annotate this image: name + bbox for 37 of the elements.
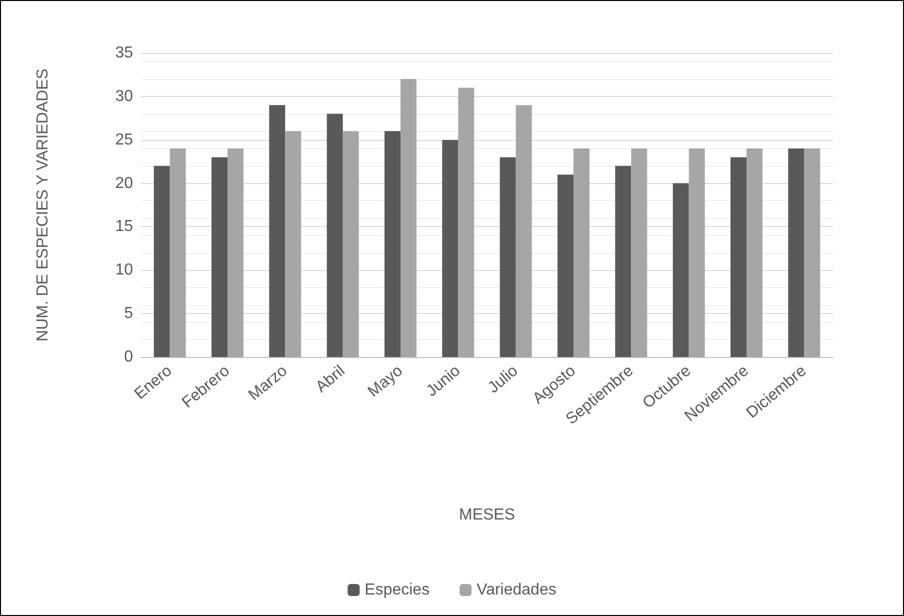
y-tick-label: 20 (115, 174, 134, 192)
y-tick-label: 15 (115, 218, 134, 236)
bar (788, 148, 804, 357)
bar (285, 131, 302, 357)
y-axis-title: NUM. DE ESPECIES Y VARIEDADES (34, 68, 52, 342)
bar (558, 174, 574, 357)
bar (326, 114, 343, 357)
bar (384, 131, 400, 357)
legend-label: Especies (364, 582, 430, 598)
bar (342, 131, 359, 357)
bar (212, 157, 228, 357)
y-tick-label: 30 (115, 88, 134, 105)
x-axis-title: MESES (458, 506, 516, 524)
bar (730, 157, 746, 357)
y-tick-label: 5 (124, 305, 134, 322)
legend-label: Variedades (476, 582, 556, 598)
bar (746, 148, 762, 357)
bar (500, 157, 516, 357)
bar (688, 148, 705, 357)
bar (804, 148, 820, 357)
bar (400, 79, 416, 357)
bar (631, 148, 648, 357)
y-tick-label: 0 (124, 348, 134, 366)
bar (615, 166, 632, 357)
bar (228, 148, 244, 357)
bar (154, 166, 170, 357)
bar (516, 105, 532, 357)
bar (458, 88, 474, 357)
bar (442, 140, 458, 357)
y-tick-label: 10 (115, 262, 134, 279)
bar (574, 148, 590, 357)
bar (269, 105, 286, 357)
y-tick-label: 35 (115, 44, 134, 62)
x-tick-label: Julio (485, 362, 522, 397)
bar (170, 148, 186, 357)
bar (672, 183, 689, 357)
y-tick-label: 25 (115, 131, 134, 148)
